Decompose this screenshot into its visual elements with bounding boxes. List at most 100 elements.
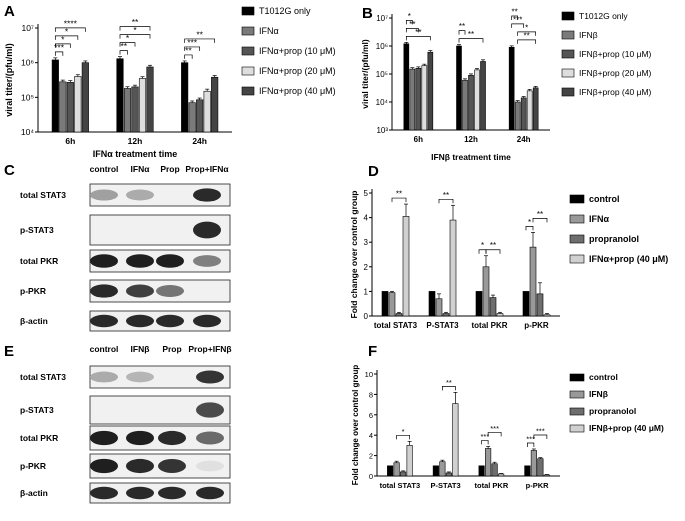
blot-column-label-E: Prop xyxy=(162,344,181,354)
bar-D-0-2 xyxy=(395,313,403,317)
significance-bracket-A xyxy=(54,43,71,48)
significance-label-A: * xyxy=(65,26,69,36)
blot-column-label-E: control xyxy=(90,344,119,354)
panel-letter-A: A xyxy=(4,3,15,20)
panel-letter-E: E xyxy=(4,343,14,360)
y-tick-label-F: 0 xyxy=(369,472,373,481)
blot-band-E xyxy=(90,458,118,474)
blot-column-label-C: IFNα xyxy=(131,164,151,174)
blot-row-label-E: β-actin xyxy=(20,488,48,498)
blot-band-E xyxy=(196,460,224,472)
bar-A-1-0 xyxy=(116,58,124,133)
blot-band-C xyxy=(193,255,221,267)
blot-band-C xyxy=(126,189,154,201)
category-label-A: 12h xyxy=(128,136,143,146)
blot-band-C xyxy=(156,285,184,297)
blot-band-E xyxy=(126,458,154,474)
significance-label-D: ** xyxy=(396,190,402,199)
significance-bracket-B xyxy=(405,20,413,25)
significance-label-B: * xyxy=(525,23,528,32)
significance-label-B: ** xyxy=(524,31,530,40)
bar-D-3-3 xyxy=(543,314,551,317)
blot-column-label-C: control xyxy=(90,164,119,174)
blot-column-label-E: Prop+IFNβ xyxy=(188,344,231,354)
significance-bracket-D xyxy=(532,218,548,223)
panel-letter-F: F xyxy=(368,343,377,360)
bar-D-0-0 xyxy=(381,291,389,317)
bar-B-1-4 xyxy=(480,61,486,131)
significance-label-A: *** xyxy=(54,42,65,52)
legend-swatch-B xyxy=(561,68,575,78)
category-label-D: total PKR xyxy=(472,321,508,330)
significance-bracket-A xyxy=(119,50,128,55)
bar-B-1-2 xyxy=(468,74,474,131)
significance-label-F: ** xyxy=(446,378,452,387)
significance-bracket-D xyxy=(478,249,487,254)
blot-row-label-E: p-PKR xyxy=(20,461,46,471)
bar-F-2-0 xyxy=(478,465,485,477)
legend-swatch-F xyxy=(569,424,585,433)
bar-A-2-2 xyxy=(196,99,204,133)
bar-D-1-3 xyxy=(449,219,457,317)
blot-column-label-C: Prop xyxy=(160,164,179,174)
legend-label-A: IFNα xyxy=(259,26,279,36)
legend-label-A: IFNα+prop (20 μM) xyxy=(259,66,336,76)
category-label-F: total PKR xyxy=(475,481,509,490)
legend-swatch-F xyxy=(569,407,585,416)
legend-swatch-D xyxy=(569,234,585,244)
blot-band-E xyxy=(158,486,186,500)
significance-bracket-B xyxy=(511,23,525,28)
blot-band-C xyxy=(90,189,118,201)
significance-label-F: *** xyxy=(526,434,535,443)
y-axis-label-B: viral titer/(pfu/ml) xyxy=(360,39,370,109)
blot-band-E xyxy=(90,430,118,446)
legend-swatch-D xyxy=(569,254,585,264)
blot-band-C xyxy=(126,284,154,298)
legend-label-A: IFNα+prop (10 μM) xyxy=(259,46,336,56)
bar-A-2-3 xyxy=(203,90,211,133)
legend-swatch-B xyxy=(561,30,575,40)
significance-bracket-A xyxy=(184,46,201,51)
y-tick-label-D: 4 xyxy=(364,214,369,223)
category-label-D: P-STAT3 xyxy=(426,321,459,330)
bar-A-1-1 xyxy=(123,88,132,133)
bar-D-1-2 xyxy=(442,313,450,317)
bar-F-1-2 xyxy=(445,472,452,477)
bar-D-3-1 xyxy=(529,246,537,317)
bar-F-3-1 xyxy=(530,450,537,477)
blot-band-C xyxy=(193,314,221,328)
significance-bracket-A xyxy=(184,54,193,59)
significance-bracket-F xyxy=(487,432,502,437)
legend-swatch-F xyxy=(569,373,585,382)
significance-label-A: ** xyxy=(132,17,139,27)
y-tick-label-D: 3 xyxy=(364,238,369,247)
significance-bracket-F xyxy=(396,434,410,440)
panel-letter-D: D xyxy=(368,163,379,180)
significance-bracket-F xyxy=(442,386,456,391)
x-axis-label-B: IFNβ treatment time xyxy=(431,152,511,162)
significance-label-A: ** xyxy=(185,45,192,55)
bar-F-1-1 xyxy=(439,461,446,477)
blot-row-label-C: p-PKR xyxy=(20,286,46,296)
bar-B-2-1 xyxy=(514,101,521,131)
significance-bracket-D xyxy=(485,249,501,254)
y-tick-label-B: 10⁴ xyxy=(376,98,389,107)
bar-F-0-3 xyxy=(406,445,413,477)
legend-swatch-F xyxy=(569,390,585,399)
significance-label-F: * xyxy=(402,427,405,436)
y-tick-label-A: 10⁶ xyxy=(21,58,34,68)
bar-B-2-3 xyxy=(526,90,533,131)
significance-label-B: ** xyxy=(409,20,415,29)
significance-bracket-B xyxy=(511,15,519,20)
significance-label-B: *** xyxy=(513,15,522,24)
bar-D-0-3 xyxy=(402,216,410,317)
legend-swatch-B xyxy=(561,87,575,97)
y-axis-label-A: viral titer/(pfu/ml) xyxy=(4,43,14,117)
bar-B-0-3 xyxy=(421,65,428,131)
blot-band-E xyxy=(196,431,224,445)
bar-F-2-3 xyxy=(498,473,505,477)
bar-B-1-3 xyxy=(474,69,480,131)
y-tick-label-F: 10 xyxy=(365,370,373,379)
significance-bracket-B xyxy=(458,38,484,43)
